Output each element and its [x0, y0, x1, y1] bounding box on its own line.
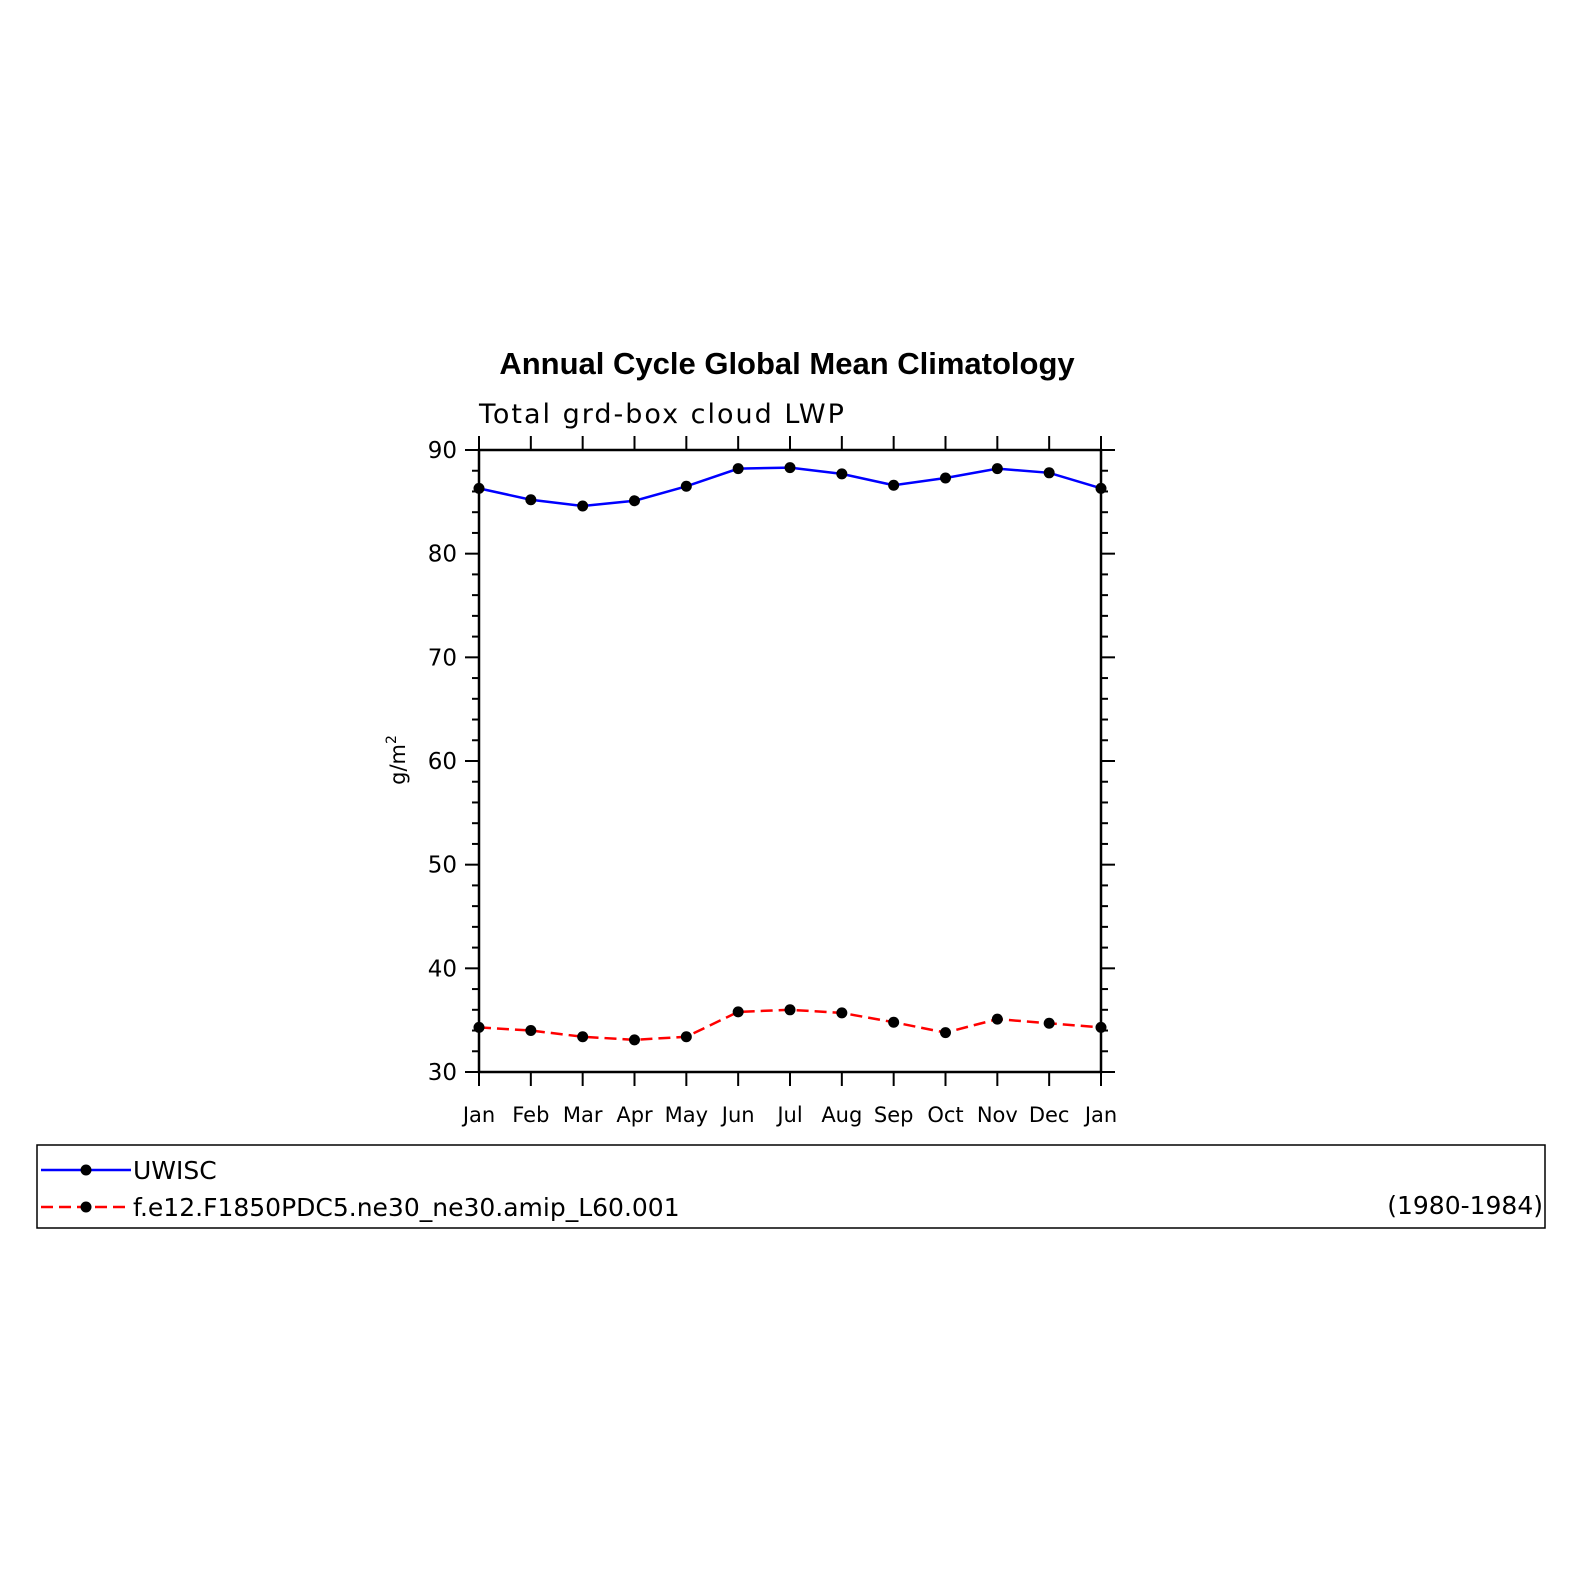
y-tick-label: 70 — [428, 645, 457, 671]
y-tick-label: 40 — [428, 956, 457, 982]
series-point — [784, 1004, 796, 1016]
series-point — [940, 1027, 951, 1039]
y-axis-label-exponent: 2 — [384, 735, 400, 744]
x-tick-label: Jun — [720, 1103, 755, 1127]
series-point — [836, 468, 848, 480]
legend-box — [36, 1144, 1546, 1229]
x-tick-label: Oct — [927, 1103, 963, 1127]
series-point — [525, 494, 537, 506]
series-point — [836, 1007, 848, 1019]
series-point — [1043, 467, 1055, 479]
series-point — [991, 463, 1003, 475]
x-tick-label: Nov — [977, 1103, 1018, 1127]
series-point — [888, 479, 900, 491]
svg-text:g/m2: g/m2 — [384, 735, 410, 785]
legend-swatch-marker — [80, 1201, 92, 1213]
series-point — [732, 463, 744, 475]
axis-ticks — [465, 436, 1115, 1086]
y-axis-label-text: g/m — [386, 744, 410, 785]
series-point — [732, 1006, 744, 1018]
x-tick-label: Jan — [461, 1103, 495, 1127]
series-point — [629, 495, 640, 507]
series-point — [784, 462, 796, 474]
series-markers — [473, 462, 1107, 1046]
y-tick-label: 50 — [428, 853, 457, 879]
x-tick-label: Jul — [775, 1103, 802, 1127]
legend: UWISC f.e12.F1850PDC5.ne30_ne30.amip_L60.… — [36, 1144, 1546, 1229]
series-lines — [478, 466, 1102, 1042]
legend-items: UWISC f.e12.F1850PDC5.ne30_ne30.amip_L60.… — [41, 1156, 680, 1222]
x-tick-labels: Jan Feb Mar Apr May Jun Jul Aug Sep Oct Nov Dec Jan — [461, 1103, 1117, 1127]
legend-swatch-marker — [80, 1164, 92, 1176]
series-point — [525, 1025, 537, 1037]
series-point — [577, 500, 589, 512]
y-axis-label: g/m2 — [384, 735, 410, 785]
plot-frame — [477, 448, 1103, 1074]
x-tick-label: Dec — [1029, 1103, 1070, 1127]
x-tick-label: Jan — [1083, 1103, 1117, 1127]
series-point — [940, 472, 951, 484]
x-tick-label: Feb — [512, 1103, 549, 1127]
series-point — [888, 1016, 900, 1028]
series-point — [629, 1034, 640, 1046]
series-point — [680, 480, 692, 492]
y-tick-labels: 30 40 50 60 70 80 90 — [428, 438, 457, 1086]
y-tick-label: 80 — [428, 542, 457, 568]
x-tick-label: May — [665, 1103, 708, 1127]
x-tick-label: Apr — [616, 1103, 653, 1127]
legend-label: UWISC — [133, 1156, 217, 1185]
legend-label: f.e12.F1850PDC5.ne30_ne30.amip_L60.001 — [133, 1193, 680, 1222]
x-tick-label: Mar — [563, 1103, 603, 1127]
legend-period-note: (1980-1984) — [1387, 1191, 1543, 1220]
x-tick-label: Aug — [821, 1103, 862, 1127]
y-tick-label: 30 — [428, 1060, 457, 1086]
chart-subtitle: Total grd-box cloud LWP — [478, 399, 846, 430]
series-point — [680, 1031, 692, 1043]
series-point — [991, 1013, 1003, 1025]
x-tick-label: Sep — [874, 1103, 914, 1127]
chart-title: Annual Cycle Global Mean Climatology — [499, 346, 1075, 381]
series-line — [478, 466, 1102, 508]
y-tick-label: 90 — [428, 438, 457, 464]
series-point — [577, 1031, 589, 1043]
y-tick-label: 60 — [428, 749, 457, 775]
series-point — [1043, 1017, 1055, 1029]
